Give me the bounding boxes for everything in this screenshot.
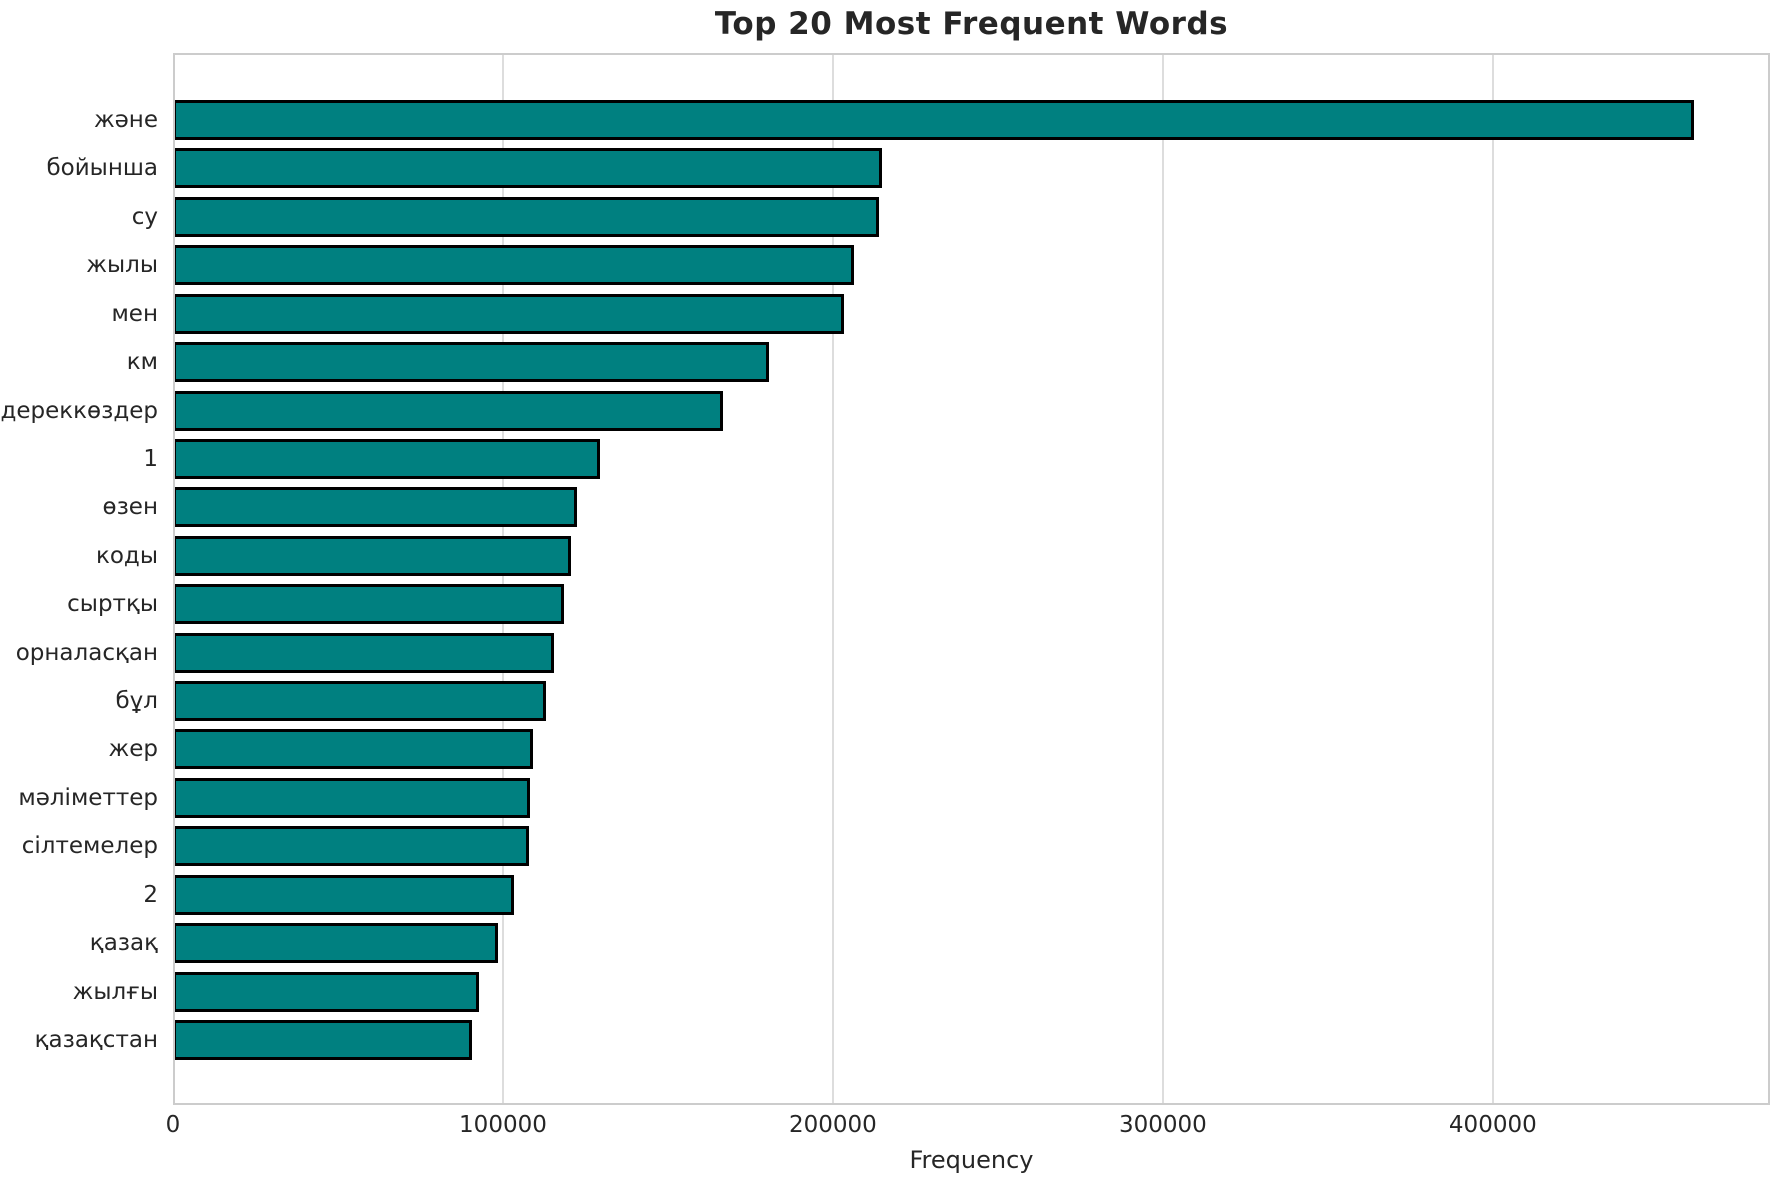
x-axis-title: Frequency (909, 1146, 1034, 1174)
bar (173, 971, 479, 1012)
x-tick-label: 200000 (789, 1112, 877, 1138)
bar (173, 584, 564, 625)
y-axis-label: дереккөздер (0, 397, 158, 424)
y-axis-label: және (93, 107, 158, 133)
bar (173, 245, 855, 286)
y-axis-label: коды (95, 542, 158, 569)
gridline (501, 53, 504, 1105)
bar (173, 826, 529, 867)
gridline (1161, 53, 1164, 1105)
y-axis-label: жер (108, 736, 158, 763)
gridline (831, 53, 834, 1105)
y-axis-label: орналасқан (15, 639, 158, 666)
bar (173, 777, 530, 818)
bar (173, 293, 845, 334)
y-axis-label: қазақстан (34, 1026, 158, 1053)
bar (173, 100, 1695, 140)
y-axis-label: км (126, 349, 158, 376)
bar (173, 535, 571, 576)
x-tick-label: 400000 (1448, 1112, 1537, 1138)
y-axis-label: қазақ (89, 930, 158, 957)
bar (173, 923, 498, 964)
x-tick-label: 100000 (459, 1112, 547, 1138)
y-axis-label: мен (111, 300, 158, 327)
y-axis-label: жылғы (72, 978, 158, 1005)
y-axis-label: бойынша (46, 155, 158, 182)
y-axis-label: өзен (102, 494, 159, 521)
y-axis-label: сыртқы (67, 591, 158, 618)
bar (173, 729, 534, 770)
y-axis-label: су (131, 203, 158, 230)
bar (173, 874, 515, 915)
bar (173, 487, 577, 528)
y-axis-label: мәліметтер (18, 784, 158, 811)
bar (173, 342, 769, 383)
y-axis-label: 2 (143, 881, 158, 908)
y-axis-label: сілтемелер (21, 833, 158, 860)
gridline (1491, 53, 1494, 1105)
bar (173, 681, 546, 722)
bar (173, 196, 880, 237)
plot-area (173, 53, 1770, 1105)
x-tick-label: 0 (165, 1112, 181, 1138)
bar (173, 148, 883, 189)
bar (173, 1019, 472, 1060)
y-axis-label: бұл (115, 688, 159, 715)
y-axis-label: 1 (143, 445, 158, 472)
bar (173, 438, 600, 479)
chart-title: Top 20 Most Frequent Words (714, 6, 1229, 42)
x-tick-label: 300000 (1118, 1112, 1207, 1138)
y-axis-label: жылы (86, 252, 158, 279)
bar (173, 390, 724, 431)
bar (173, 632, 554, 673)
